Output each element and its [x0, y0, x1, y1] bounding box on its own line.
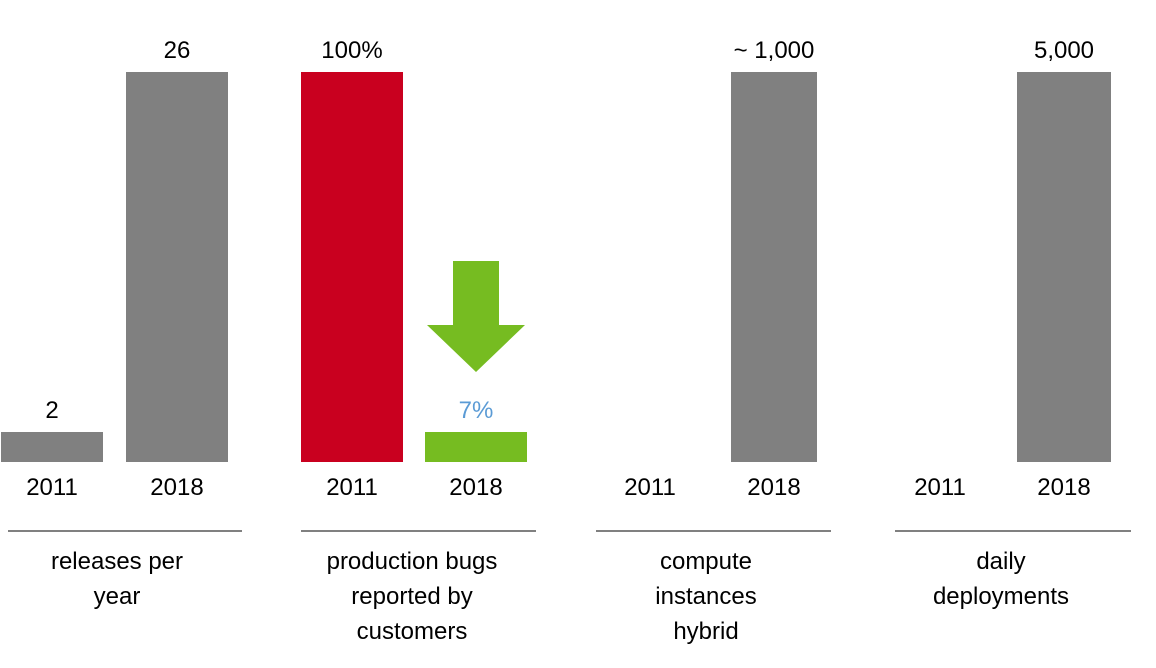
x-tick-label: 2011	[26, 474, 78, 501]
data-label: 2	[45, 397, 58, 424]
chart-caption-instances: compute instances hybrid	[655, 548, 757, 645]
bar-2018	[1017, 72, 1111, 462]
down-arrow-icon	[427, 261, 525, 372]
x-tick-label: 2011	[326, 474, 378, 501]
chart-caption-bugs: production bugs reported by customers	[326, 548, 498, 645]
data-label: 7%	[459, 397, 494, 424]
data-label: 100%	[321, 37, 382, 64]
x-tick-label: 2018	[150, 474, 203, 501]
x-tick-label: 2018	[449, 474, 502, 501]
data-label: ~ 1,000	[734, 37, 815, 64]
x-tick-label: 2011	[624, 474, 676, 501]
chart-caption-deployments: daily deployments	[932, 548, 1070, 610]
bar-2018	[731, 72, 817, 462]
bar-2018	[126, 72, 228, 462]
x-tick-label: 2018	[747, 474, 800, 501]
bar-2011	[301, 72, 403, 462]
data-label: 5,000	[1034, 37, 1094, 64]
bar-2011	[1, 432, 103, 462]
data-label: 26	[164, 37, 191, 64]
x-tick-label: 2018	[1037, 474, 1090, 501]
x-tick-label: 2011	[914, 474, 966, 501]
bar-2018	[425, 432, 527, 462]
chart-caption-releases: releases per year	[50, 548, 184, 610]
